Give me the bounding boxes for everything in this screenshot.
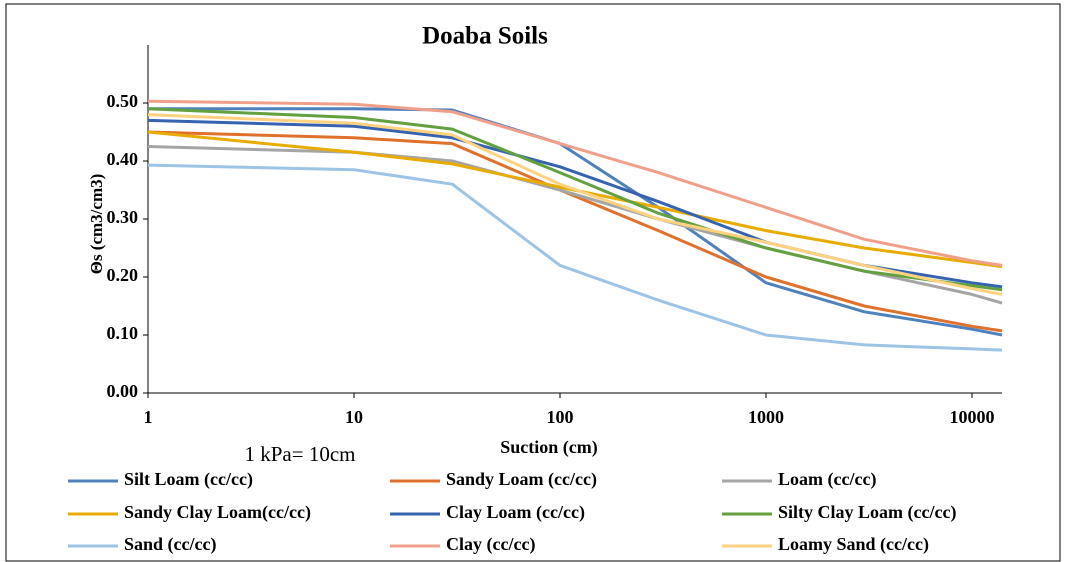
y-tick-label: 0.40 <box>107 149 139 169</box>
annotation: 1 kPa= 10cm <box>245 442 356 466</box>
series-line <box>147 145 1003 305</box>
series-line <box>147 99 1003 267</box>
y-tick-label: 0.10 <box>107 323 139 343</box>
y-tick-label: 0.30 <box>107 207 139 227</box>
y-tick-label: 0.00 <box>107 381 139 401</box>
legend-label: Loam (cc/cc) <box>778 469 876 490</box>
frame <box>5 3 1061 562</box>
y-tick-label: 0.50 <box>107 91 139 111</box>
legend-label: Silty Clay Loam (cc/cc) <box>778 502 956 523</box>
legend-label: Sandy Loam (cc/cc) <box>446 469 597 490</box>
legend-label: Silt Loam (cc/cc) <box>124 469 253 490</box>
series-line <box>147 130 1003 269</box>
legend-label: Clay Loam (cc/cc) <box>446 502 585 523</box>
legend-label: Clay (cc/cc) <box>446 534 535 555</box>
x-tick-label: 1 <box>144 407 153 427</box>
series-line <box>148 107 1003 337</box>
x-tick-label: 10 <box>345 407 363 427</box>
legend-label: Loamy Sand (cc/cc) <box>778 534 929 555</box>
x-tick-label: 1000 <box>748 407 784 427</box>
x-axis-label: Suction (cm) <box>500 437 598 458</box>
x-tick-label: 100 <box>547 407 574 427</box>
y-tick-label: 0.20 <box>107 265 139 285</box>
legend-label: Sandy Clay Loam(cc/cc) <box>124 502 311 523</box>
x-tick-label: 10000 <box>950 407 995 427</box>
y-axis-label: Θs (cm3/cm3) <box>87 174 106 275</box>
chart-title: Doaba Soils <box>422 23 548 50</box>
series-line <box>147 163 1003 352</box>
series-line <box>147 113 1003 296</box>
legend-label: Sand (cc/cc) <box>124 534 216 555</box>
series-line <box>147 118 1003 289</box>
series-line <box>147 130 1003 333</box>
